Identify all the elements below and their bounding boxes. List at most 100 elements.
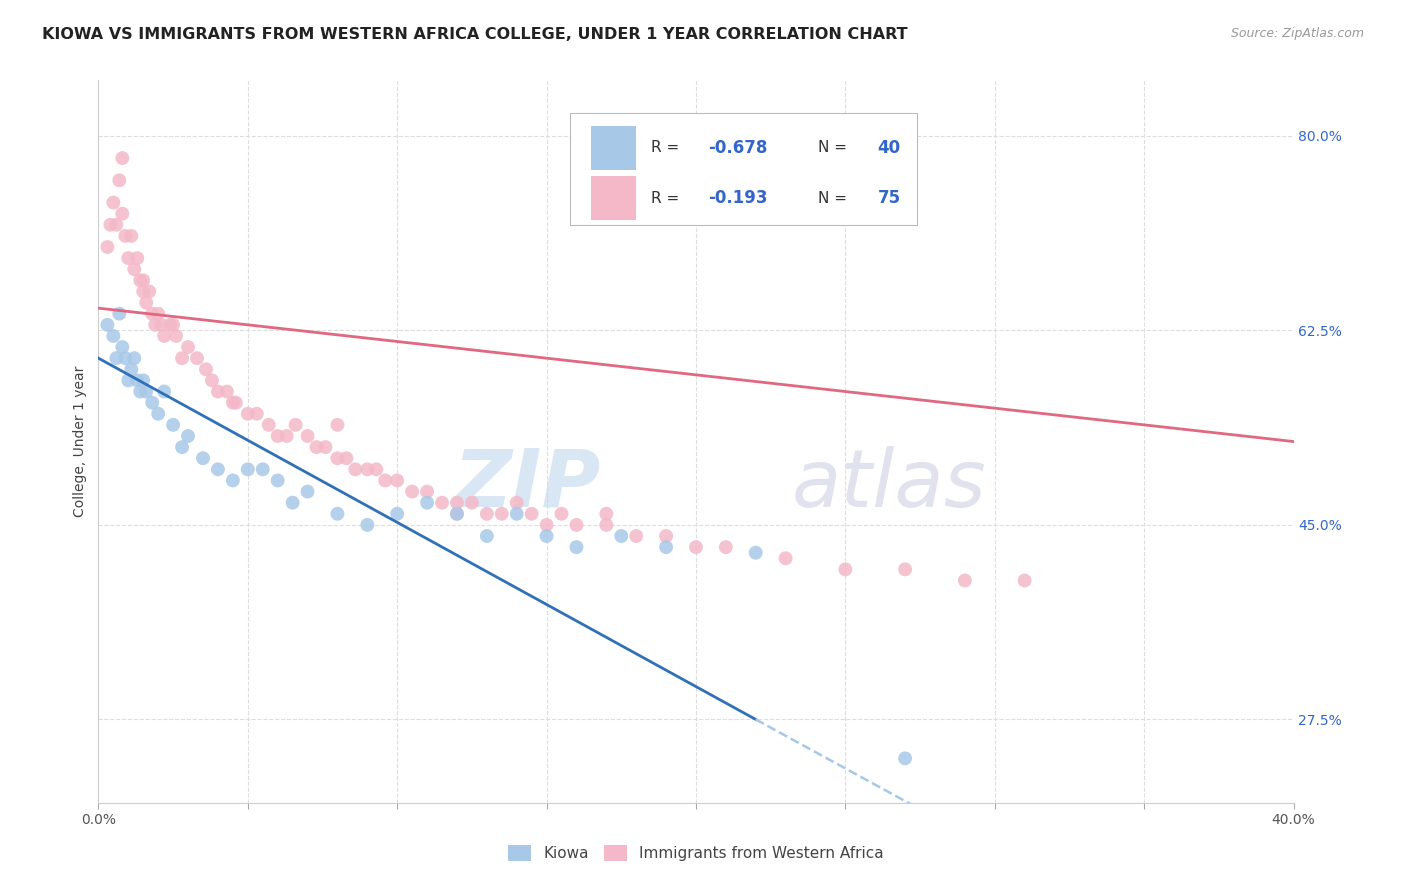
- Point: [565, 540, 588, 554]
- Point: [714, 540, 737, 554]
- Bar: [591, 177, 637, 219]
- Point: [127, 373, 149, 387]
- Point: [114, 351, 136, 366]
- Point: [222, 395, 245, 409]
- Point: [150, 318, 173, 332]
- Point: [344, 462, 367, 476]
- Point: [124, 262, 146, 277]
- Point: [222, 474, 245, 488]
- Point: [132, 373, 155, 387]
- Point: [430, 496, 453, 510]
- Point: [506, 496, 529, 510]
- Point: [98, 218, 122, 232]
- Point: [225, 395, 247, 409]
- Text: R =: R =: [651, 191, 683, 206]
- Point: [159, 318, 181, 332]
- Legend: Kiowa, Immigrants from Western Africa: Kiowa, Immigrants from Western Africa: [502, 839, 890, 867]
- Point: [117, 251, 139, 265]
- Point: [127, 251, 149, 265]
- Text: N =: N =: [818, 191, 852, 206]
- Text: N =: N =: [818, 140, 852, 155]
- Point: [284, 417, 307, 432]
- Point: [207, 384, 229, 399]
- Point: [138, 285, 160, 299]
- Point: [356, 517, 378, 532]
- Point: [132, 285, 155, 299]
- Point: [385, 507, 409, 521]
- Point: [135, 384, 157, 399]
- Point: [162, 417, 184, 432]
- Point: [246, 407, 269, 421]
- Point: [172, 440, 194, 454]
- Point: [520, 507, 543, 521]
- Point: [191, 451, 214, 466]
- Point: [297, 429, 319, 443]
- Point: [120, 362, 142, 376]
- Point: [111, 151, 134, 165]
- Point: [1014, 574, 1036, 588]
- Point: [103, 329, 125, 343]
- Point: [129, 384, 152, 399]
- Point: [374, 474, 396, 488]
- Point: [475, 529, 498, 543]
- Point: [165, 329, 187, 343]
- Point: [894, 562, 917, 576]
- Point: [117, 373, 139, 387]
- Point: [565, 517, 588, 532]
- Point: [201, 373, 224, 387]
- Point: [236, 407, 259, 421]
- Point: [257, 417, 280, 432]
- Point: [195, 362, 218, 376]
- Point: [326, 451, 349, 466]
- Point: [595, 507, 617, 521]
- Point: [276, 429, 298, 443]
- Point: [162, 318, 184, 332]
- Point: [148, 307, 170, 321]
- Point: [207, 462, 229, 476]
- Point: [775, 551, 797, 566]
- Point: [626, 529, 648, 543]
- Point: [108, 173, 131, 187]
- Point: [215, 384, 238, 399]
- Point: [111, 340, 134, 354]
- Point: [894, 751, 917, 765]
- Point: [550, 507, 572, 521]
- Point: [267, 474, 290, 488]
- Point: [148, 407, 170, 421]
- Point: [685, 540, 707, 554]
- Text: 75: 75: [877, 189, 901, 207]
- Point: [177, 429, 200, 443]
- FancyBboxPatch shape: [571, 112, 917, 225]
- Point: [446, 507, 468, 521]
- Point: [124, 351, 146, 366]
- Point: [186, 351, 208, 366]
- Point: [595, 517, 617, 532]
- Point: [475, 507, 498, 521]
- Point: [305, 440, 328, 454]
- Point: [96, 240, 118, 254]
- Point: [446, 496, 468, 510]
- Point: [953, 574, 976, 588]
- Point: [610, 529, 633, 543]
- Bar: [591, 126, 637, 169]
- Point: [236, 462, 259, 476]
- Point: [326, 417, 349, 432]
- Point: [401, 484, 423, 499]
- Point: [135, 295, 157, 310]
- Y-axis label: College, Under 1 year: College, Under 1 year: [73, 366, 87, 517]
- Point: [177, 340, 200, 354]
- Point: [385, 474, 409, 488]
- Point: [315, 440, 337, 454]
- Point: [111, 207, 134, 221]
- Text: -0.678: -0.678: [709, 139, 768, 157]
- Point: [655, 529, 678, 543]
- Point: [366, 462, 388, 476]
- Text: Source: ZipAtlas.com: Source: ZipAtlas.com: [1230, 27, 1364, 40]
- Point: [103, 195, 125, 210]
- Point: [96, 318, 118, 332]
- Point: [335, 451, 357, 466]
- Point: [461, 496, 484, 510]
- Point: [655, 540, 678, 554]
- Point: [506, 507, 529, 521]
- Point: [108, 307, 131, 321]
